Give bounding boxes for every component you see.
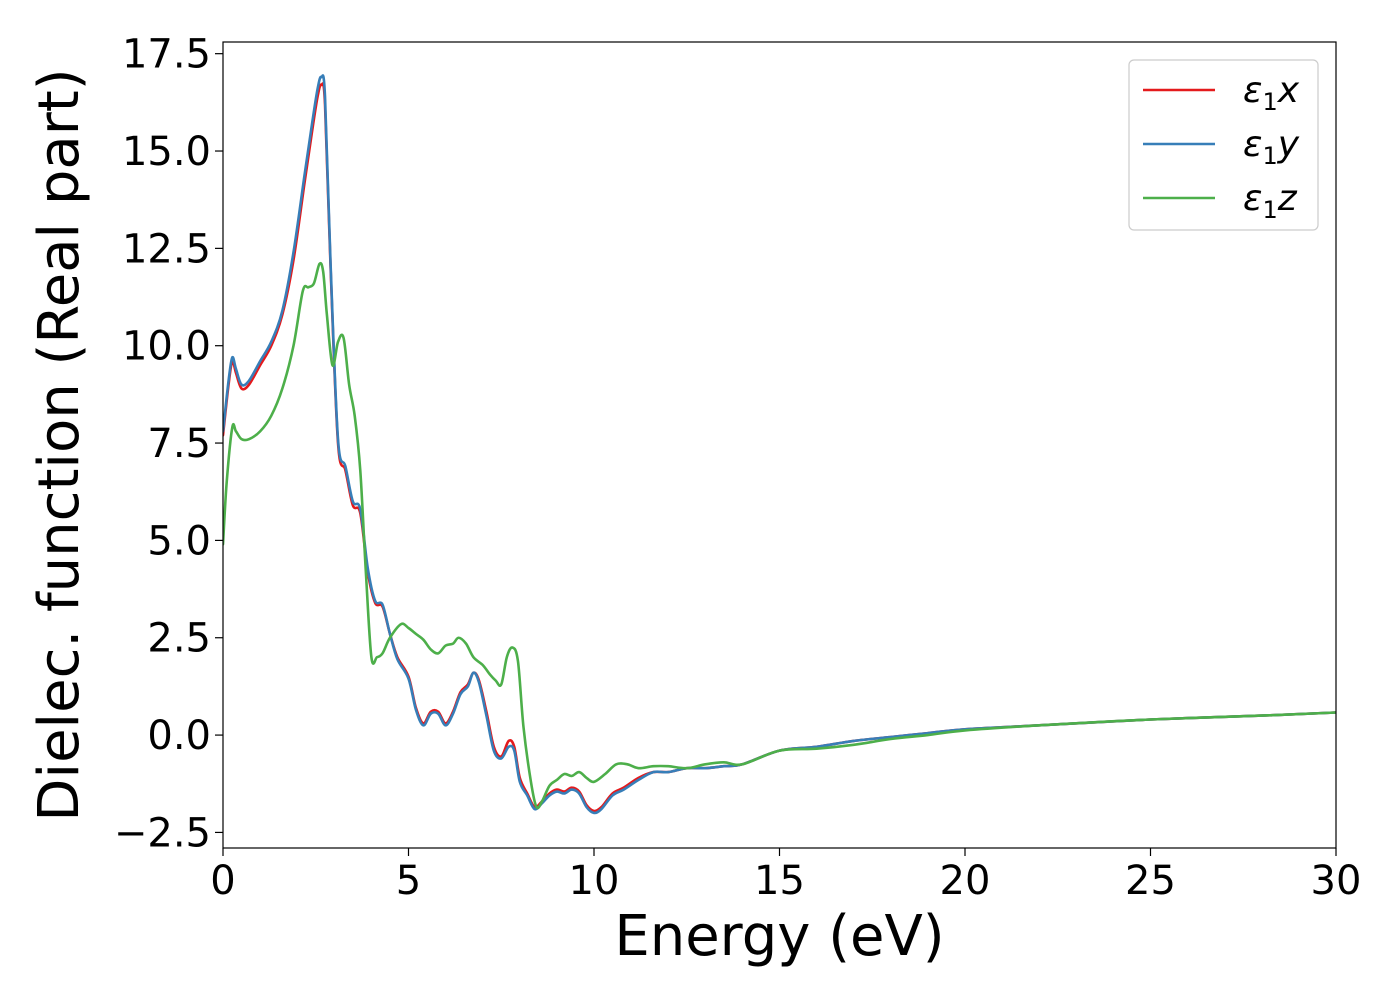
y-tick-label: 2.5	[147, 616, 211, 662]
y-tick-label: 5.0	[147, 518, 211, 564]
x-tick-label: 25	[1125, 858, 1176, 904]
y-axis-title: Dielec. function (Real part)	[27, 68, 92, 821]
y-tick-label: 0.0	[147, 713, 211, 759]
legend-label: ε1z	[1243, 178, 1298, 224]
x-tick-label: 10	[569, 858, 620, 904]
y-tick-label: 15.0	[122, 129, 211, 175]
y-tick-label: 10.0	[122, 324, 211, 370]
y-axis: −2.5 0.0 2.5 5.0 7.5 10.0 12.5 15.0 17.5	[114, 32, 223, 856]
legend-label: ε1x	[1243, 70, 1300, 116]
y-tick-label: 17.5	[122, 32, 211, 78]
x-tick-label: 0	[210, 858, 235, 904]
x-tick-label: 15	[754, 858, 805, 904]
x-tick-label: 20	[940, 858, 991, 904]
series-layer	[223, 74, 1336, 815]
legend-box	[1128, 59, 1319, 231]
series-line-y	[223, 74, 1336, 815]
legend: ε1x ε1y ε1z	[1128, 59, 1319, 231]
x-tick-label: 5	[396, 858, 421, 904]
x-tick-label: 30	[1311, 858, 1362, 904]
legend-label: ε1y	[1243, 124, 1300, 170]
y-tick-label: −2.5	[114, 810, 211, 856]
y-tick-label: 12.5	[122, 226, 211, 272]
y-tick-label: 7.5	[147, 421, 211, 467]
series-line-z	[223, 261, 1336, 810]
x-axis: 0 5 10 15 20 25 30	[210, 848, 1361, 904]
x-axis-title: Energy (eV)	[614, 904, 944, 969]
